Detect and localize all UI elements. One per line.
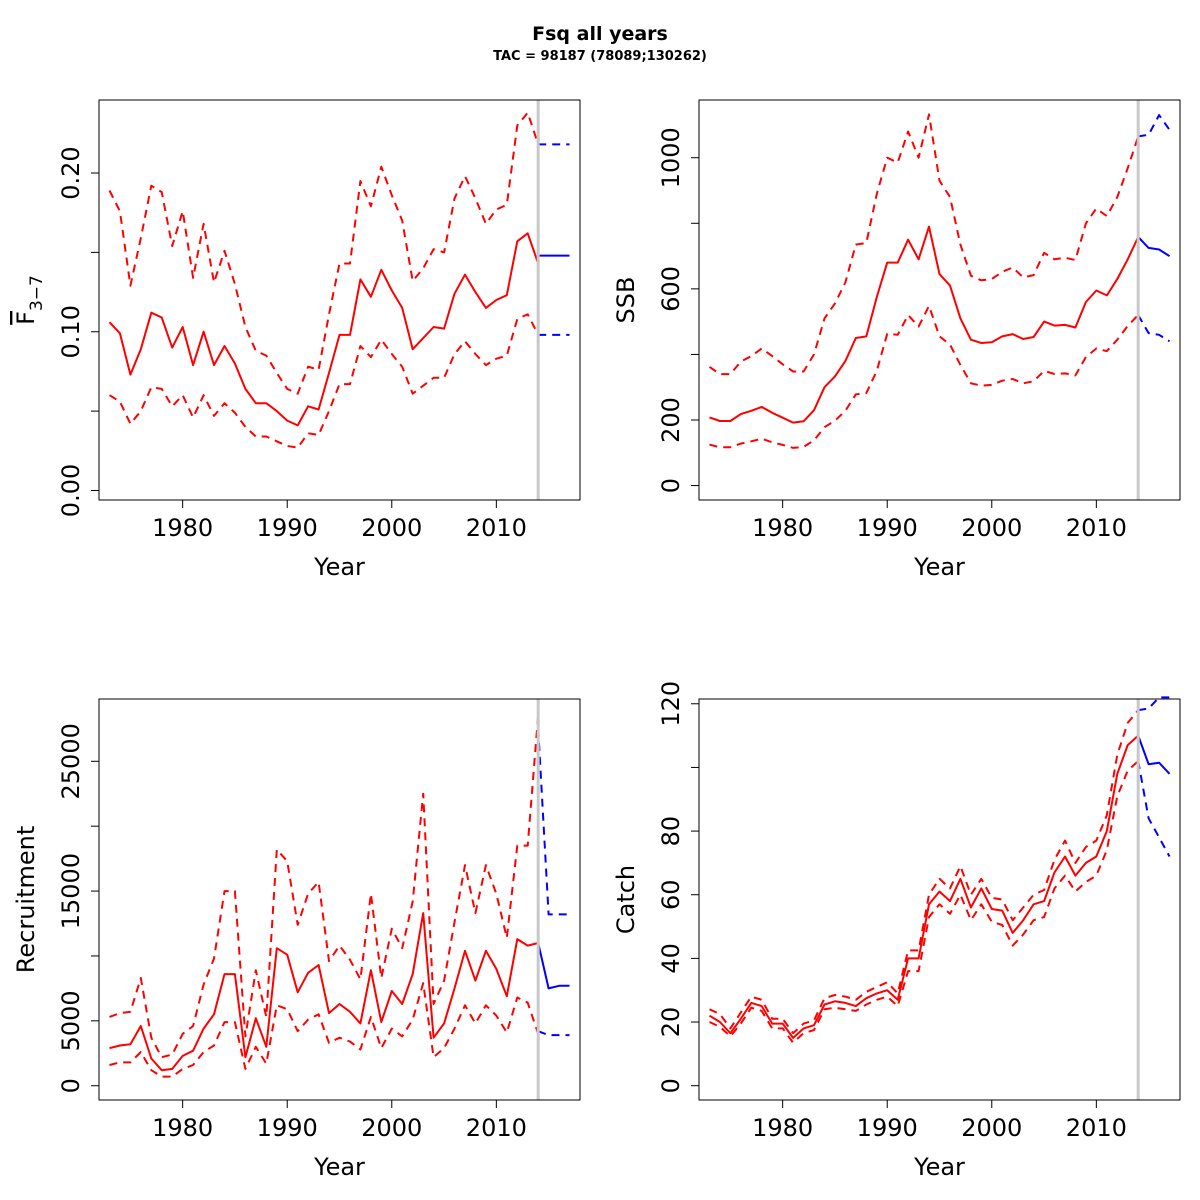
catch-plot-frame: [698, 698, 1181, 1101]
recruitment-estimate-dashed-line-1: [109, 714, 540, 1059]
catch-x-tick-label: 2010: [1066, 1114, 1127, 1142]
recruitment-x-axis-label: Year: [313, 1153, 365, 1181]
recruitment-y-tick-label: 0: [57, 1078, 85, 1093]
catch-estimate-dashed-line-2: [709, 760, 1139, 1044]
catch-y-tick-label: 80: [657, 816, 685, 847]
ssb-y-tick-label: 200: [657, 397, 685, 443]
recruitment-forecast-solid-line-3: [537, 942, 570, 990]
recruitment-estimate-dashed-line-2: [109, 982, 540, 1078]
recruitment-y-tick-label: 25000: [57, 723, 85, 799]
ssb-x-tick-label: 2010: [1066, 514, 1127, 542]
ssb-x-axis-label: Year: [913, 553, 965, 581]
ssb-plot-frame: [698, 99, 1181, 501]
ssb-forecast-dashed-line-5: [1137, 314, 1171, 343]
fbar-y-tick-label: 0.10: [57, 305, 85, 358]
catch-y-tick-label: 120: [657, 681, 685, 727]
fbar-y-tick-label: 0.20: [57, 146, 85, 199]
recruitment-plot-frame: [98, 698, 581, 1101]
fbar-y-tick-label: 0.00: [57, 464, 85, 517]
fbar-x-tick-label: 1990: [257, 514, 318, 542]
fbar-y-axis-label-sub: 3−7: [27, 275, 47, 311]
catch-x-tick-label: 1990: [857, 1114, 918, 1142]
recruitment-y-tick-label: 5000: [57, 990, 85, 1051]
fbar-estimate-solid-line-0: [108, 232, 540, 427]
recruitment-x-tick-label: 1980: [152, 1114, 213, 1142]
fbar-x-axis-label: Year: [313, 553, 365, 581]
ssb-y-tick-label: 0: [657, 478, 685, 493]
panel-fbar: 1980 1990 2000 2010 0.00 0.10 0.20 Year F3−7: [12, 99, 581, 581]
ssb-y-axis-label: SSB: [612, 277, 640, 324]
fbar-y-axis-label: F3−7: [12, 275, 47, 325]
panel-recruitment: 1980 1990 2000 2010 0 5000 15000 25000 Year Recru…: [12, 698, 581, 1181]
panel-ssb: 1980 1990 2000 2010 0 200 600 1000 Year SSB: [612, 99, 1181, 581]
catch-y-tick-label: 0: [657, 1078, 685, 1093]
catch-x-tick-label: 1980: [752, 1114, 813, 1142]
ssb-estimate-dashed-line-2: [709, 304, 1139, 449]
catch-y-tick-label: 60: [657, 879, 685, 910]
panel-catch: 1980 1990 2000 2010 0 20 40 60 80 120 Year Catch: [612, 681, 1181, 1181]
recruitment-x-tick-label: 2010: [466, 1114, 527, 1142]
ssb-y-tick-label: 600: [657, 266, 685, 312]
recruitment-y-axis-label: Recruitment: [12, 826, 40, 973]
fbar-x-tick-label: 1980: [152, 514, 213, 542]
catch-y-axis-label: Catch: [612, 865, 640, 934]
catch-forecast-dashed-line-5: [1137, 760, 1171, 857]
fbar-x-tick-label: 2010: [466, 514, 527, 542]
fbar-y-axis-label-main: F: [12, 311, 40, 325]
catch-forecast-solid-line-3: [1137, 735, 1171, 775]
catch-forecast-dashed-line-4: [1138, 696, 1170, 712]
recruitment-y-tick-label: 15000: [57, 853, 85, 929]
figure-title: Fsq all years: [532, 23, 668, 45]
ssb-forecast-dashed-line-4: [1138, 114, 1171, 138]
figure-subtitle: TAC = 98187 (78089;130262): [493, 49, 707, 64]
recruitment-estimate-solid-line-0: [109, 912, 539, 1072]
catch-estimate-solid-line-0: [708, 734, 1139, 1039]
fbar-estimate-dashed-line-1: [108, 111, 540, 395]
recruitment-x-tick-label: 1990: [257, 1114, 318, 1142]
recruitment-x-tick-label: 2000: [361, 1114, 422, 1142]
ssb-y-tick-label: 1000: [657, 127, 685, 188]
catch-y-tick-label: 40: [657, 943, 685, 974]
fbar-x-tick-label: 2000: [361, 514, 422, 542]
ssb-estimate-solid-line-0: [709, 225, 1140, 424]
recruitment-forecast-dashed-line-5: [537, 1030, 570, 1037]
catch-x-axis-label: Year: [913, 1153, 965, 1181]
catch-y-tick-label: 20: [657, 1007, 685, 1038]
ssb-x-tick-label: 2000: [961, 514, 1022, 542]
fbar-estimate-dashed-line-2: [108, 313, 540, 449]
ssb-x-tick-label: 1980: [752, 514, 813, 542]
ssb-x-tick-label: 1990: [857, 514, 918, 542]
recruitment-forecast-dashed-line-4: [537, 728, 570, 916]
catch-x-tick-label: 2000: [961, 1114, 1022, 1142]
ssb-estimate-dashed-line-1: [708, 113, 1140, 376]
ssb-forecast-solid-line-3: [1137, 236, 1171, 257]
fbar-plot-frame: [98, 99, 581, 501]
